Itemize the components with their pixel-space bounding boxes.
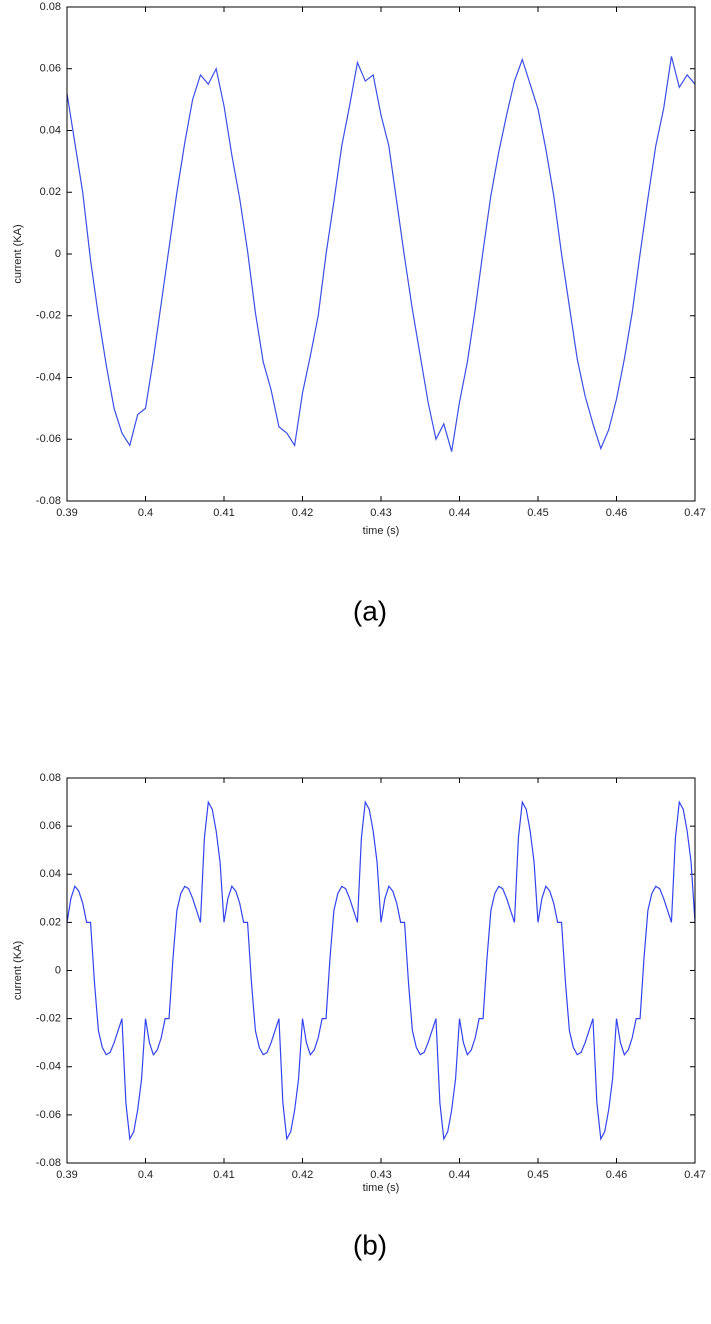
- plot-area: [67, 7, 695, 501]
- plot-frame: [66, 777, 696, 1164]
- y-axis-label: current (KA): [12, 941, 24, 1000]
- y-tick-label: 0.04: [40, 868, 61, 880]
- y-tick-label: 0: [55, 964, 61, 976]
- x-tick-label: 0.45: [527, 1169, 548, 1181]
- plot-area: [67, 778, 695, 1163]
- x-tick-label: 0.41: [213, 507, 234, 519]
- y-axis-label: current (KA): [12, 224, 24, 283]
- x-tick-label: 0.46: [606, 1169, 627, 1181]
- x-tick-label: 0.43: [370, 1169, 391, 1181]
- y-tick-label: -0.06: [36, 433, 61, 445]
- y-tick-label: 0.02: [40, 186, 61, 198]
- x-axis-label: time (s): [363, 525, 400, 537]
- data-line: [66, 56, 696, 452]
- y-tick-label: -0.08: [36, 1157, 61, 1169]
- y-tick-label: 0.08: [40, 772, 61, 784]
- x-tick-label: 0.47: [684, 507, 705, 519]
- y-tick-label: -0.02: [36, 1013, 61, 1025]
- y-tick-label: 0.06: [40, 820, 61, 832]
- x-tick-label: 0.39: [56, 1169, 77, 1181]
- x-tick-label: 0.46: [606, 507, 627, 519]
- x-tick-label: 0.42: [292, 507, 313, 519]
- y-tick-label: 0: [55, 248, 61, 260]
- x-tick-label: 0.45: [527, 507, 548, 519]
- y-tick-label: 0.08: [40, 1, 61, 13]
- x-tick-label: 0.4: [138, 507, 153, 519]
- plot-frame: [66, 6, 696, 502]
- y-tick-label: -0.04: [36, 1061, 61, 1073]
- y-tick-label: -0.04: [36, 371, 61, 383]
- x-tick-label: 0.4: [138, 1169, 153, 1181]
- y-tick-label: -0.06: [36, 1109, 61, 1121]
- y-tick-label: 0.04: [40, 124, 61, 136]
- x-tick-label: 0.44: [449, 1169, 470, 1181]
- y-tick-label: 0.06: [40, 63, 61, 75]
- y-tick-label: -0.08: [36, 495, 61, 507]
- y-tick-label: -0.02: [36, 310, 61, 322]
- x-tick-label: 0.42: [292, 1169, 313, 1181]
- y-tick-label: 0.02: [40, 916, 61, 928]
- x-axis-label: time (s): [363, 1182, 400, 1194]
- x-tick-label: 0.44: [449, 507, 470, 519]
- x-tick-label: 0.41: [213, 1169, 234, 1181]
- caption: (a): [353, 595, 387, 626]
- caption: (b): [353, 1229, 387, 1260]
- x-tick-label: 0.47: [684, 1169, 705, 1181]
- data-line: [66, 800, 696, 1141]
- x-tick-label: 0.43: [370, 507, 391, 519]
- x-tick-label: 0.39: [56, 507, 77, 519]
